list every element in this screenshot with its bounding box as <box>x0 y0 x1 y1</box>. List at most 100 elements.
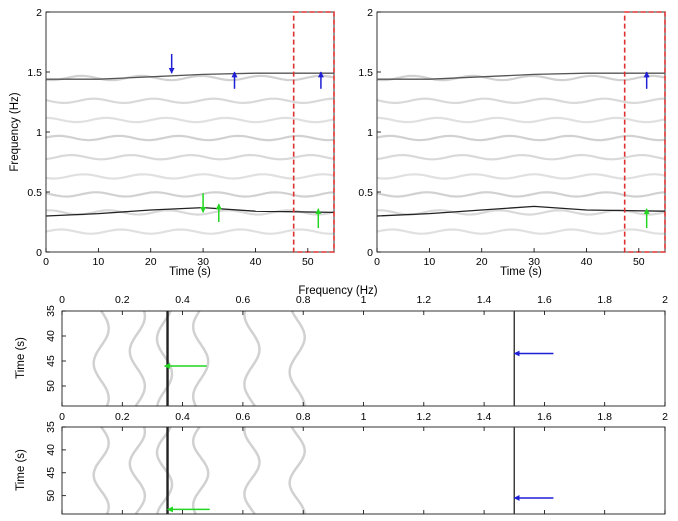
x-tick-label: 1.2 <box>416 411 431 423</box>
y-tick-label: 45 <box>45 355 57 367</box>
y-axis-label: Time (s) <box>15 449 27 491</box>
x-tick-label: 50 <box>633 256 645 268</box>
highlight-box <box>292 11 335 253</box>
y-tick-label: 1 <box>367 127 373 139</box>
y-tick-label: 50 <box>45 490 57 502</box>
y-tick-label: 35 <box>45 421 57 433</box>
ridge-low <box>376 205 666 217</box>
y-tick-label: 1 <box>36 127 42 139</box>
panel-middle: 0 0.2 0.4 0.6 0.8 1 1.2 1.4 1.6 1.8 2 35 40 45 50 Freq… <box>15 285 668 407</box>
ridge-band <box>243 426 261 515</box>
x-tick-label: 0.6 <box>236 411 251 423</box>
x-tick-label: 40 <box>250 256 262 268</box>
ridge-band <box>191 426 210 515</box>
x-tick-label: 0.6 <box>236 294 251 306</box>
ridge-band <box>128 426 147 515</box>
x-tick-label: 0 <box>43 256 49 268</box>
x-tick-label: 2 <box>662 411 668 423</box>
y-tick-label: 0.5 <box>27 187 42 199</box>
panel-top-right: 0 10 20 30 40 50 0 0.5 1 1.5 2 Time (s) <box>358 7 666 278</box>
x-tick-label: 20 <box>145 256 157 268</box>
x-tick-label: 10 <box>93 256 105 268</box>
x-axis-label: Time (s) <box>169 266 211 278</box>
x-tick-label: 40 <box>581 256 593 268</box>
plot-frame <box>61 310 666 407</box>
plot-frame <box>376 11 666 253</box>
ridge-band <box>92 426 110 515</box>
ridge-high <box>46 72 334 80</box>
ridge-band <box>376 191 666 198</box>
ridge-band <box>46 209 335 216</box>
ridge-band <box>45 134 335 142</box>
ridge-high <box>377 72 665 80</box>
highlight-box <box>623 11 666 253</box>
y-axis-label: Frequency (Hz) <box>9 92 21 171</box>
x-tick-label: 1.8 <box>597 294 612 306</box>
ridge-band <box>376 74 666 82</box>
ridge-band <box>376 116 666 124</box>
plot-frame <box>45 11 335 253</box>
x-tick-label: 1.4 <box>477 411 492 423</box>
ridge-band <box>376 97 666 105</box>
y-tick-label: 0 <box>36 247 42 259</box>
ridge-band <box>45 74 335 82</box>
x-tick-label: 20 <box>476 256 488 268</box>
x-tick-label: 0.8 <box>296 294 311 306</box>
x-tick-label: 30 <box>197 256 209 268</box>
x-tick-label: 0 <box>374 256 380 268</box>
x-tick-label: 10 <box>424 256 436 268</box>
y-tick-label: 1.5 <box>27 67 42 79</box>
x-tick-label: 0.2 <box>115 411 130 423</box>
ridge-band <box>45 153 335 161</box>
ridge-band <box>155 426 174 515</box>
x-tick-label: 0.8 <box>296 411 311 423</box>
y-tick-label: 35 <box>45 305 57 317</box>
panel-bottom: 0 0.2 0.4 0.6 0.8 1 1.2 1.4 1.6 1.8 2 35 40 45 50 Time… <box>15 411 668 515</box>
ridge-band <box>376 134 666 142</box>
ridge-band <box>288 310 306 407</box>
x-tick-label: 2 <box>662 294 668 306</box>
x-tick-label: 0.2 <box>115 294 130 306</box>
ridge-band <box>128 310 147 407</box>
y-tick-label: 50 <box>45 380 57 392</box>
plot-frame <box>61 426 666 515</box>
ridge-band <box>288 426 306 515</box>
ridge-band <box>376 228 666 235</box>
ridge-band <box>45 116 335 124</box>
x-tick-label: 1.2 <box>416 294 431 306</box>
x-tick-label: 50 <box>302 256 314 268</box>
y-tick-label: 2 <box>367 7 373 19</box>
x-tick-label: 1.8 <box>597 411 612 423</box>
ridge-low <box>45 206 335 217</box>
ridge-band <box>45 228 335 235</box>
x-tick-label: 30 <box>528 256 540 268</box>
y-tick-label: 2 <box>36 7 42 19</box>
y-axis-label: Time (s) <box>15 337 27 379</box>
x-tick-label: 1 <box>361 411 367 423</box>
y-tick-label: 40 <box>45 330 57 342</box>
ridge-band <box>376 173 666 180</box>
x-tick-label: 1 <box>361 294 367 306</box>
x-axis-label: Frequency (Hz) <box>298 285 377 297</box>
x-tick-label: 0.4 <box>175 294 190 306</box>
ridge-band <box>92 310 110 407</box>
y-tick-label: 45 <box>45 467 57 479</box>
x-tick-label: 1.6 <box>537 294 552 306</box>
y-tick-label: 0 <box>367 247 373 259</box>
y-tick-label: 1.5 <box>358 67 373 79</box>
ridge-band <box>155 310 174 407</box>
y-tick-label: 40 <box>45 444 57 456</box>
panel-top-left: 0 10 20 30 40 50 0 0.5 1 1.5 2 Time (s) Frequency … <box>9 7 335 278</box>
x-tick-label: 0 <box>59 294 65 306</box>
x-axis-label: Time (s) <box>500 266 542 278</box>
x-tick-label: 1.6 <box>537 411 552 423</box>
x-tick-label: 0.4 <box>175 411 190 423</box>
ridge-band <box>45 173 335 180</box>
ridge-band <box>45 97 335 105</box>
x-tick-label: 1.4 <box>477 294 492 306</box>
y-tick-label: 0.5 <box>358 187 373 199</box>
ridge-band <box>191 310 210 407</box>
ridge-band <box>243 310 261 407</box>
x-tick-label: 0 <box>59 411 65 423</box>
